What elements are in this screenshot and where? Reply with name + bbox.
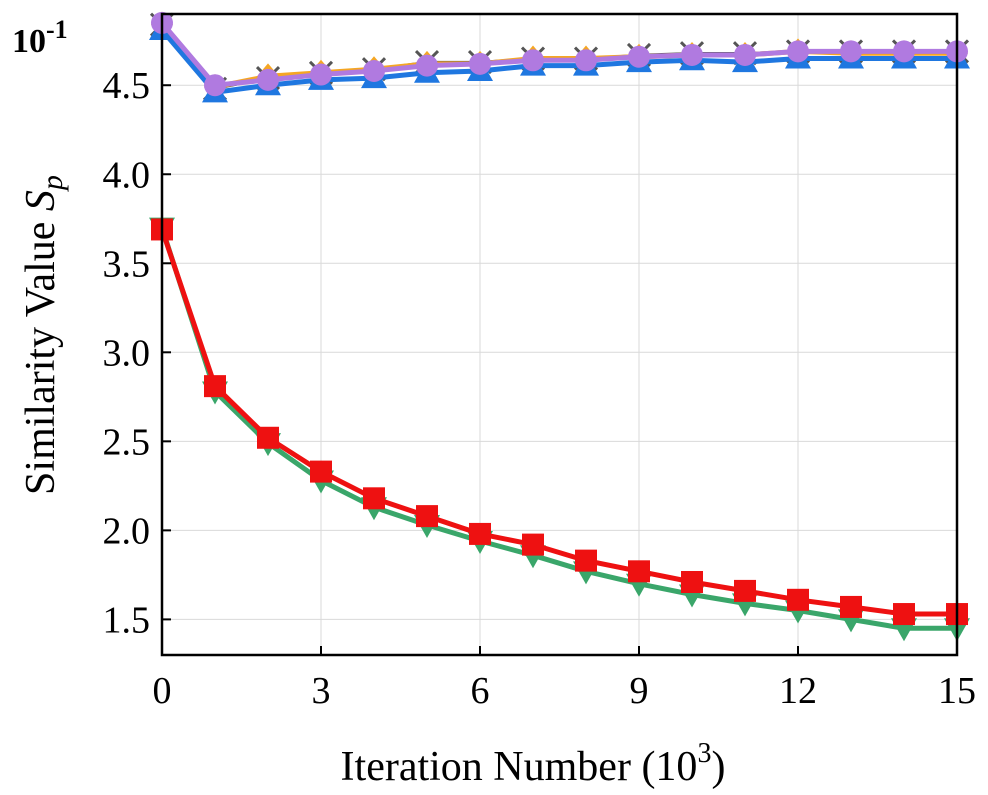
data-point (840, 40, 862, 63)
y-axis-title-subscript: p (36, 175, 69, 192)
axis-ticks: 0 3 6 9 12 15 1.5 2.0 2.5 3.0 3.5 4.0 4.5 (103, 65, 977, 712)
grid-lines (161, 14, 958, 655)
series-4 (151, 11, 968, 97)
y-multiplier-exp: -1 (46, 15, 68, 44)
data-point (840, 595, 862, 618)
x-tick-label: 15 (938, 670, 976, 712)
data-point (734, 579, 756, 602)
data-point (893, 40, 915, 63)
y-axis-title-prefix: Similarity Value (18, 211, 64, 495)
y-tick-label: 2.0 (103, 510, 151, 552)
x-axis-title-prefix: Iteration Number (10 (341, 744, 698, 790)
data-point (787, 40, 809, 63)
y-tick-label: 1.5 (103, 599, 151, 641)
data-point (787, 588, 809, 611)
data-point (575, 549, 597, 572)
plot-frame (160, 12, 959, 657)
data-point (416, 54, 438, 77)
data-point (734, 43, 756, 66)
x-axis-title-sup: 3 (697, 738, 711, 769)
data-point (681, 43, 703, 66)
data-point (522, 49, 544, 72)
data-point (310, 63, 332, 86)
y-axis-title-symbol: S (18, 190, 64, 211)
series-line (160, 21, 957, 88)
x-tick-label: 6 (471, 670, 490, 712)
series-line (159, 226, 957, 631)
data-point (416, 505, 438, 528)
data-point (204, 74, 226, 97)
data-point (469, 52, 491, 75)
x-tick-label: 12 (779, 670, 817, 712)
x-tick-label: 3 (312, 670, 331, 712)
data-point (893, 603, 915, 626)
x-tick-label: 0 (153, 670, 172, 712)
data-point (257, 426, 279, 449)
data-point (522, 533, 544, 556)
y-tick-label: 2.5 (103, 421, 151, 463)
series-line (159, 228, 957, 617)
data-point (204, 375, 226, 398)
y-tick-label: 3.0 (103, 332, 151, 374)
y-multiplier-label: 10-1 (12, 15, 68, 60)
data-point (363, 487, 385, 510)
data-point (628, 45, 650, 68)
data-point (575, 49, 597, 72)
y-tick-label: 3.5 (103, 243, 151, 285)
series-6 (151, 218, 968, 626)
y-axis-title: Similarity Value Sp (18, 175, 69, 495)
y-tick-label: 4.5 (103, 65, 151, 107)
data-point (628, 560, 650, 583)
x-axis-title: Iteration Number (103) (341, 738, 726, 790)
data-point (469, 522, 491, 545)
x-axis-title-suffix: ) (711, 744, 725, 790)
data-point (310, 460, 332, 483)
y-multiplier-base: 10 (12, 23, 46, 60)
series-layer (149, 11, 970, 642)
series-line (160, 28, 957, 95)
data-point (257, 68, 279, 91)
x-tick-label: 9 (630, 670, 649, 712)
data-point (681, 570, 703, 593)
y-tick-label: 4.0 (103, 154, 151, 196)
data-point (363, 59, 385, 82)
